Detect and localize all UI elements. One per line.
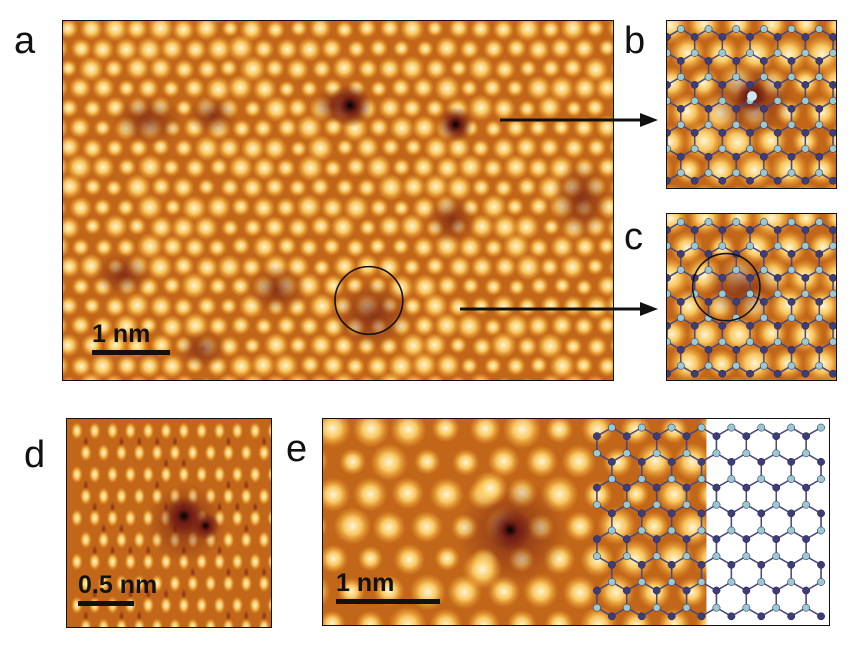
arrow-to-c bbox=[460, 302, 658, 316]
stm-image-c bbox=[666, 213, 837, 381]
scale-bar-a: 1 nm bbox=[92, 322, 170, 355]
scale-bar-d-line bbox=[78, 601, 134, 606]
scale-bar-e-line bbox=[336, 599, 440, 604]
scale-bar-d: 0.5 nm bbox=[78, 573, 157, 606]
model-background-e bbox=[706, 419, 829, 625]
arrow-to-b bbox=[500, 113, 658, 127]
panel-label-e: e bbox=[286, 428, 308, 470]
vacancy-atom-b bbox=[747, 91, 757, 102]
stm-image-e-canvas bbox=[323, 419, 829, 625]
panel-label-b: b bbox=[624, 20, 646, 62]
stm-image-a-canvas bbox=[63, 21, 613, 380]
panel-label-a: a bbox=[14, 20, 36, 62]
stm-image-c-canvas bbox=[667, 214, 836, 380]
stm-image-a bbox=[62, 20, 614, 381]
panel-label-d: d bbox=[24, 434, 46, 476]
stm-image-b-canvas bbox=[667, 21, 836, 188]
stm-image-d bbox=[66, 418, 272, 628]
scale-bar-a-label: 1 nm bbox=[92, 320, 151, 348]
panel-label-c: c bbox=[624, 216, 643, 258]
defect-circle-c bbox=[691, 252, 761, 322]
defect-circle-a bbox=[334, 265, 404, 336]
scale-bar-e-label: 1 nm bbox=[336, 569, 395, 597]
scale-bar-a-line bbox=[92, 350, 170, 355]
stm-image-d-canvas bbox=[67, 419, 271, 627]
stm-image-e bbox=[322, 418, 830, 626]
scale-bar-d-label: 0.5 nm bbox=[78, 571, 158, 599]
stm-image-b bbox=[666, 20, 837, 189]
scale-bar-e: 1 nm bbox=[336, 571, 440, 604]
